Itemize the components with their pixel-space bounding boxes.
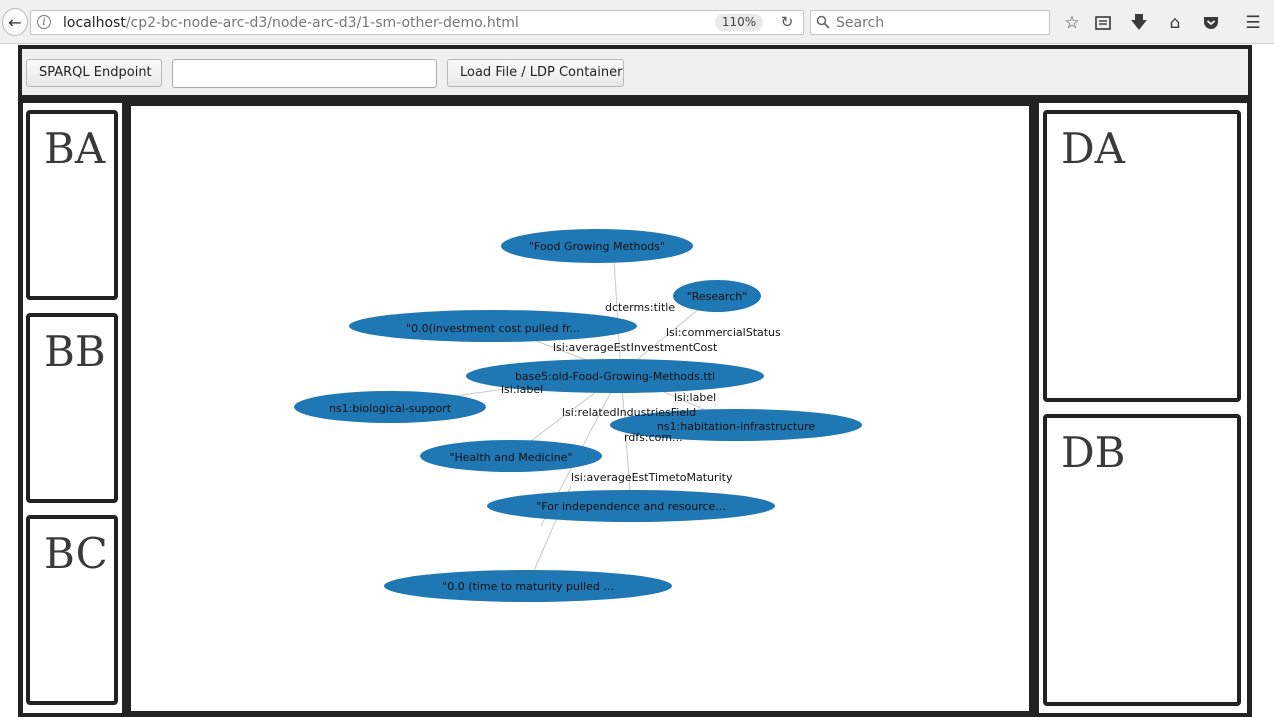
graph-node[interactable]: ns1:habitation-infrastructure: [610, 409, 862, 441]
graph-node[interactable]: "0.0(investment cost pulled fr...: [349, 310, 637, 342]
graph-node[interactable]: "Research": [673, 280, 761, 312]
node-label-investment: "0.0(investment cost pulled fr...: [406, 322, 580, 335]
graph-node[interactable]: "0.0 (time to maturity pulled ...: [384, 570, 672, 602]
node-label-research: "Research": [687, 290, 748, 303]
node-arc-graph[interactable]: "Food Growing Methods" "Research" "0.0(i…: [131, 106, 1029, 711]
app-frame: SPARQL Endpoint Load File / LDP Containe…: [18, 45, 1252, 717]
edge-label-related: lsi:relatedIndustriesField: [562, 406, 696, 419]
graph-node[interactable]: "For independence and resource...: [487, 490, 775, 522]
search-input[interactable]: [836, 13, 1036, 32]
app-toolbar: SPARQL Endpoint Load File / LDP Containe…: [22, 49, 1248, 95]
node-label-bio-support: ns1:biological-support: [329, 402, 452, 415]
endpoint-input[interactable]: [172, 59, 437, 88]
bookmark-star-icon[interactable]: ☆: [1064, 13, 1080, 33]
panel-bb: BB: [26, 313, 118, 503]
back-arrow-icon[interactable]: ←: [2, 8, 28, 36]
download-icon[interactable]: 🡇: [1130, 13, 1148, 33]
menu-icon[interactable]: ☰: [1245, 13, 1261, 33]
reading-list-icon[interactable]: [1092, 12, 1114, 34]
panel-da: DA: [1043, 110, 1241, 402]
right-column: DA DB: [1039, 103, 1247, 713]
browser-toolbar: ← i localhost/cp2-bc-node-arc-d3/node-ar…: [0, 0, 1274, 44]
panel-bc: BC: [26, 515, 118, 705]
panel-bb-label: BB: [44, 327, 106, 376]
left-column: BA BB BC: [23, 103, 122, 713]
node-label-food-growing: "Food Growing Methods": [529, 240, 665, 253]
reload-icon[interactable]: ↻: [780, 13, 794, 31]
graph-node[interactable]: ns1:biological-support: [294, 391, 486, 423]
graph-node[interactable]: base5:old-Food-Growing-Methods.ttl: [466, 359, 764, 393]
edge-label-label-right: lsi:label: [674, 391, 716, 404]
node-label-health: "Health and Medicine": [449, 451, 572, 464]
graph-panel: "Food Growing Methods" "Research" "0.0(i…: [131, 106, 1029, 711]
panel-db-label: DB: [1061, 428, 1126, 477]
edge-label-title: dcterms:title: [605, 301, 675, 314]
panel-da-label: DA: [1061, 124, 1126, 173]
edge-label-commercial: lsi:commercialStatus: [666, 326, 781, 339]
node-label-independence: "For independence and resource...: [536, 500, 726, 513]
edge-label-rdfs: rdfs:com...: [624, 431, 683, 444]
edge-label-label-left: lsi:label: [501, 383, 543, 396]
url-bar[interactable]: i localhost/cp2-bc-node-arc-d3/node-arc-…: [30, 10, 804, 35]
graph-node[interactable]: "Health and Medicine": [420, 440, 602, 472]
url-host: localhost: [63, 15, 126, 31]
zoom-badge[interactable]: 110%: [715, 14, 763, 31]
link-title: [612, 242, 622, 374]
node-label-habitation: ns1:habitation-infrastructure: [657, 420, 816, 433]
sparql-endpoint-button[interactable]: SPARQL Endpoint: [26, 59, 162, 87]
panel-ba: BA: [26, 110, 118, 300]
url-text[interactable]: localhost/cp2-bc-node-arc-d3/node-arc-d3…: [63, 15, 519, 31]
graph-node[interactable]: "Food Growing Methods": [501, 229, 693, 263]
link-independence: [620, 372, 632, 505]
edge-label-avg-investment: lsi:averageEstInvestmentCost: [553, 341, 718, 354]
edge-label-avg-time: lsi:averageEstTimetoMaturity: [571, 471, 733, 484]
info-icon[interactable]: i: [37, 15, 51, 29]
search-bar[interactable]: [810, 10, 1050, 35]
panel-db: DB: [1043, 414, 1241, 706]
load-file-button[interactable]: Load File / LDP Container: [447, 59, 624, 87]
pocket-icon[interactable]: [1200, 12, 1222, 34]
search-icon: [816, 15, 830, 29]
panel-ba-label: BA: [44, 124, 106, 173]
url-path: /cp2-bc-node-arc-d3/node-arc-d3/1-sm-oth…: [125, 15, 519, 31]
node-label-maturity: "0.0 (time to maturity pulled ...: [442, 580, 614, 593]
panel-bc-label: BC: [44, 529, 108, 578]
home-icon[interactable]: ⌂: [1169, 13, 1181, 33]
node-label-base: base5:old-Food-Growing-Methods.ttl: [515, 370, 715, 383]
